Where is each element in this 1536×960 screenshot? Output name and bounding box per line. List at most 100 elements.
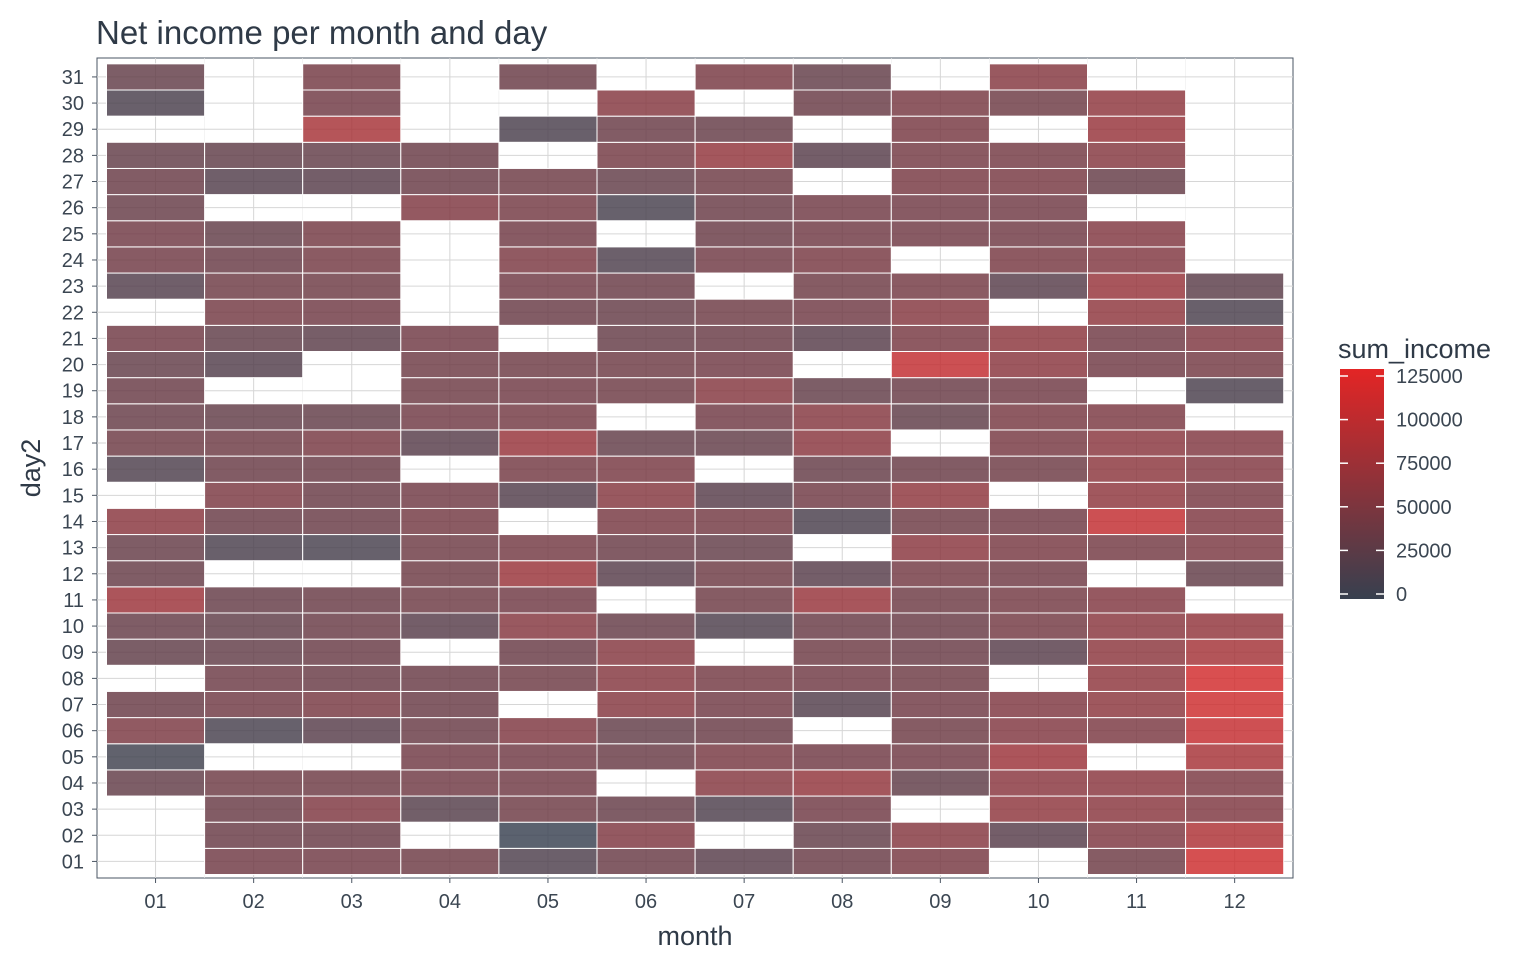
heatmap-cell [106, 194, 206, 222]
heatmap-cell [694, 194, 794, 222]
y-tick-label: 24 [62, 250, 84, 272]
heatmap-cell [400, 429, 500, 457]
heatmap-cell [1087, 167, 1187, 196]
heatmap-cell [302, 690, 402, 719]
heatmap-cell [988, 63, 1089, 91]
color-legend: sum_income 0 25000 50000 75000 100000 125000 [1338, 334, 1491, 606]
heatmap-cell [694, 403, 794, 431]
heatmap-cell [1185, 351, 1285, 379]
heatmap-cell [694, 795, 794, 823]
legend-tick-label: 125000 [1396, 366, 1463, 388]
heatmap-cell [204, 481, 304, 509]
heatmap-cell [1087, 298, 1187, 326]
heatmap-cell [302, 586, 402, 614]
x-tick-label: 09 [929, 891, 951, 913]
heatmap-cell [400, 167, 500, 196]
heatmap-cell [988, 89, 1089, 117]
y-tick-label: 19 [62, 381, 84, 403]
heatmap-cell [302, 141, 402, 169]
heatmap-cell [498, 769, 598, 797]
heatmap-cell [792, 141, 892, 169]
heatmap-cell [890, 194, 990, 222]
heatmap-cell [400, 481, 500, 509]
heatmap-cell [988, 167, 1089, 196]
heatmap-cell [890, 769, 990, 797]
heatmap-cell [596, 455, 696, 483]
heatmap-cell [694, 690, 794, 719]
heatmap-cell [1087, 507, 1187, 536]
heatmap-cell [1185, 769, 1285, 797]
heatmap-cell [204, 795, 304, 823]
heatmap-cell [596, 89, 696, 117]
heatmap-cell [792, 664, 892, 692]
heatmap-cell [890, 586, 990, 614]
chart-title: Net income per month and day [96, 14, 548, 51]
heatmap-cell [106, 507, 206, 536]
legend-tick-label: 75000 [1396, 453, 1452, 475]
heatmap-cell [400, 612, 500, 640]
heatmap-cell [792, 63, 892, 91]
heatmap-cell [302, 821, 402, 849]
heatmap-cell [596, 194, 696, 222]
heatmap-cell [792, 455, 892, 483]
heatmap-cells [106, 63, 1285, 875]
heatmap-cell [988, 272, 1089, 300]
heatmap-cell [204, 769, 304, 797]
heatmap-cell [106, 220, 206, 248]
heatmap-cell [204, 298, 304, 326]
heatmap-cell [988, 403, 1089, 431]
heatmap-cell [988, 194, 1089, 222]
heatmap-cell [694, 429, 794, 457]
heatmap-cell [204, 272, 304, 300]
heatmap-cell [498, 717, 598, 745]
heatmap-cell [890, 612, 990, 640]
heatmap-cell [890, 377, 990, 405]
heatmap-cell [106, 89, 206, 117]
heatmap-cell [792, 795, 892, 823]
heatmap-cell [596, 298, 696, 326]
heatmap-cell [1185, 324, 1285, 353]
heatmap-cell [792, 324, 892, 353]
heatmap-cell [1087, 638, 1187, 666]
heatmap-cell [596, 141, 696, 169]
heatmap-cell [400, 141, 500, 169]
heatmap-cell [204, 690, 304, 719]
legend-tick-label: 100000 [1396, 410, 1463, 432]
heatmap-cell [302, 847, 402, 875]
heatmap-cell [694, 743, 794, 771]
y-tick-label: 23 [62, 276, 84, 298]
heatmap-cell [694, 167, 794, 196]
heatmap-cell [1087, 429, 1187, 457]
heatmap-cell [106, 769, 206, 797]
heatmap-cell [596, 534, 696, 562]
heatmap-cell [106, 586, 206, 614]
y-tick-label: 05 [62, 747, 84, 769]
heatmap-cell [400, 194, 500, 222]
heatmap-cell [890, 560, 990, 588]
x-tick-label: 06 [635, 891, 657, 913]
y-tick-label: 21 [62, 328, 84, 350]
heatmap-cell [1087, 455, 1187, 483]
heatmap-cell [596, 821, 696, 849]
heatmap-cell [1185, 481, 1285, 509]
y-tick-label: 11 [63, 590, 84, 612]
heatmap-cell [596, 690, 696, 719]
heatmap-cell [792, 481, 892, 509]
heatmap-cell [302, 115, 402, 143]
heatmap-cell [204, 141, 304, 169]
heatmap-cell [1087, 821, 1187, 849]
y-tick-label: 07 [62, 695, 84, 717]
x-tick-label: 12 [1224, 891, 1246, 913]
heatmap-cell [792, 298, 892, 326]
heatmap-cell [498, 534, 598, 562]
legend-tick-label: 25000 [1396, 540, 1452, 562]
heatmap-cell [988, 560, 1089, 588]
heatmap-cell [890, 89, 990, 117]
heatmap-cell [204, 429, 304, 457]
y-tick-label: 27 [62, 172, 84, 194]
x-tick-label: 10 [1027, 891, 1049, 913]
heatmap-cell [694, 246, 794, 274]
heatmap-cell [694, 847, 794, 875]
heatmap-cell [890, 743, 990, 771]
